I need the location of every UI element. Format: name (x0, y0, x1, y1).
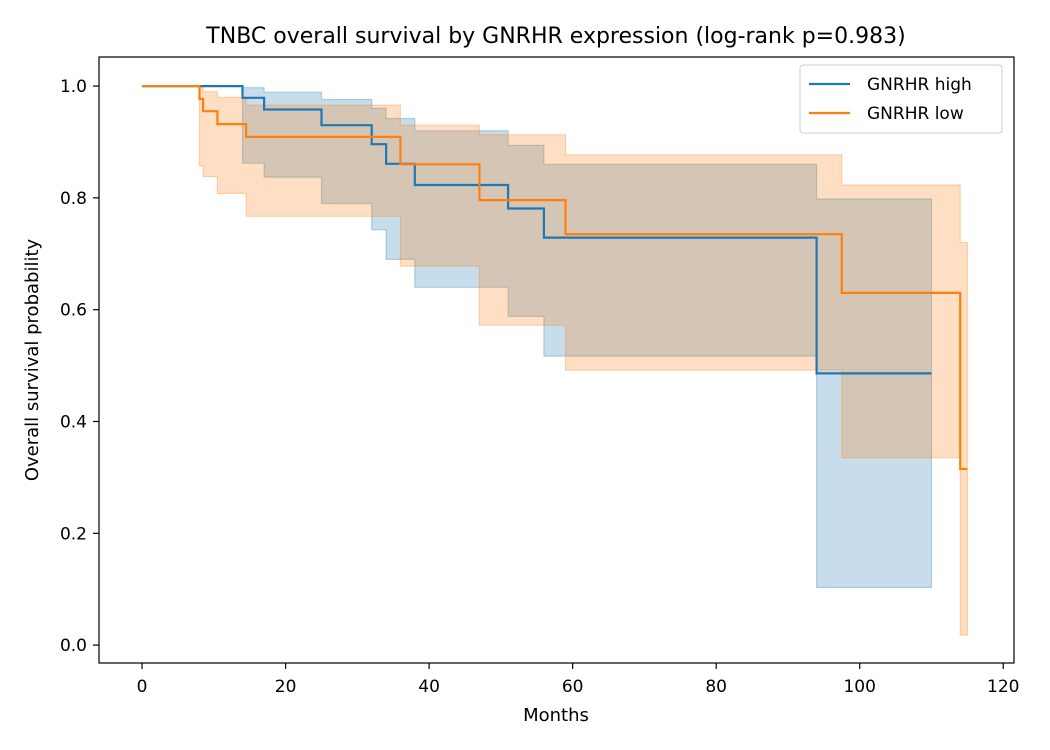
legend: GNRHR high GNRHR low (799, 64, 1003, 134)
legend-label-0: GNRHR high (867, 75, 972, 95)
x-axis-label: Months (523, 705, 589, 726)
plot-frame (98, 56, 1015, 664)
x-tick-label: 60 (562, 677, 584, 697)
legend-box (799, 64, 1003, 134)
y-axis: 0.0 0.2 0.4 0.6 0.8 1.0 (60, 77, 99, 656)
plot-area (142, 84, 969, 636)
y-tick-label: 1.0 (60, 77, 87, 97)
x-tick-label: 0 (137, 677, 148, 697)
y-tick-label: 0.6 (60, 301, 87, 321)
x-tick-label: 120 (987, 677, 1019, 697)
ci-band-0 (142, 85, 933, 589)
survival-line-0 (142, 84, 932, 375)
y-axis-label: Overall survival probability (22, 238, 43, 481)
y-tick-label: 0.2 (60, 524, 87, 544)
x-tick-label: 40 (418, 677, 440, 697)
survival-line-1 (142, 84, 968, 471)
chart-title: TNBC overall survival by GNRHR expressio… (205, 24, 905, 49)
y-tick-label: 0.0 (60, 636, 87, 656)
ci-band-1 (142, 85, 969, 636)
x-tick-label: 20 (275, 677, 297, 697)
y-tick-label: 0.4 (60, 412, 87, 432)
y-tick-label: 0.8 (60, 189, 87, 209)
legend-label-1: GNRHR low (867, 104, 964, 124)
x-tick-label: 100 (843, 677, 875, 697)
x-tick-label: 80 (705, 677, 727, 697)
x-axis: 0 20 40 60 80 100 120 (137, 663, 1019, 697)
